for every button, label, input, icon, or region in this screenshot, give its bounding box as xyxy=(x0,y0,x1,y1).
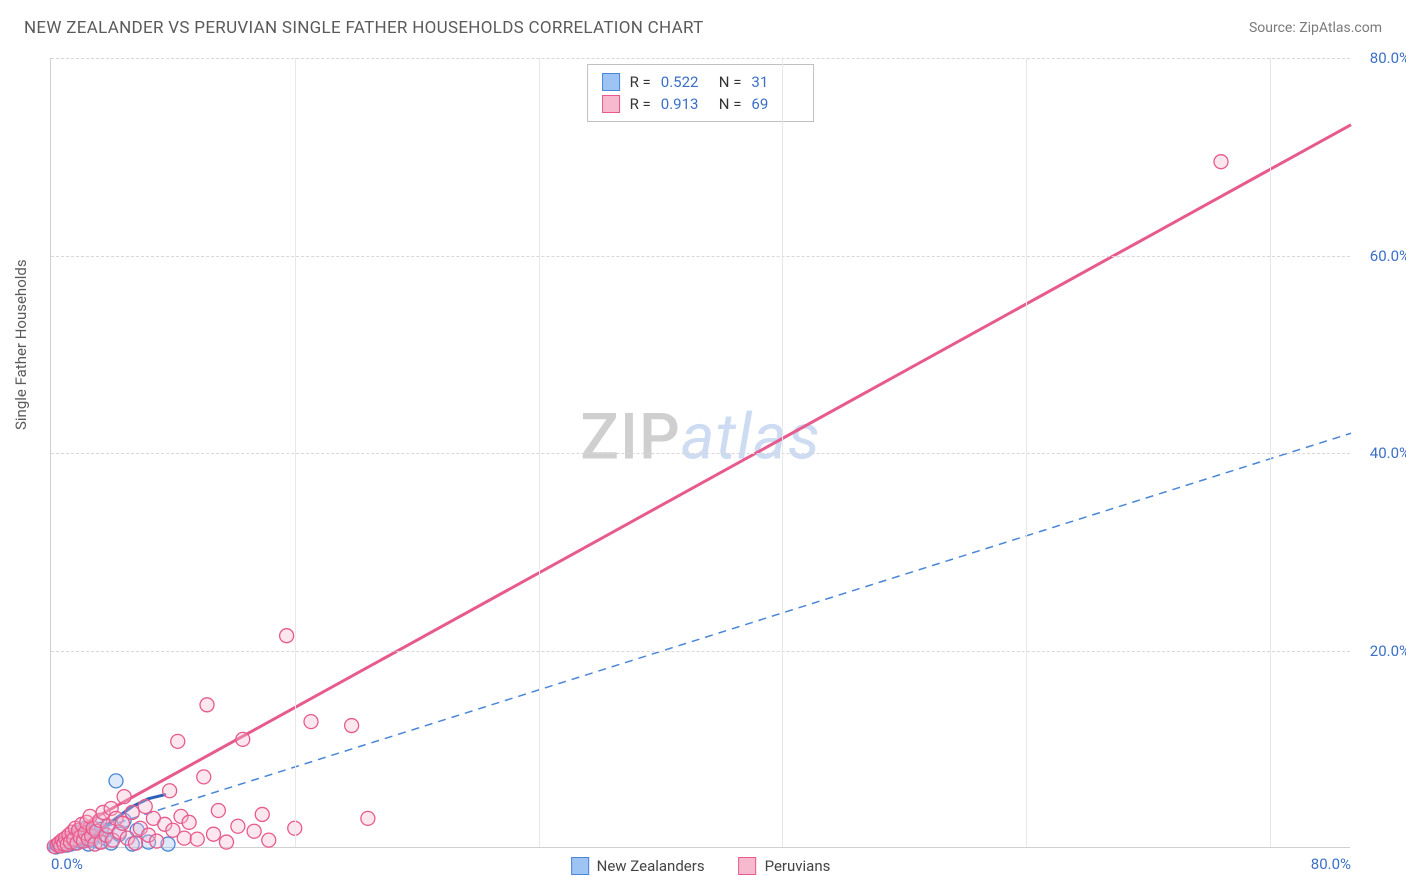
trend-line xyxy=(51,433,1351,844)
stats-row: R = 0.522 N = 31 xyxy=(602,71,800,93)
legend-bottom: New Zealanders Peruvians xyxy=(571,857,831,875)
stats-r-value: 0.522 xyxy=(661,73,709,91)
gridline-horizontal xyxy=(51,256,1350,257)
legend-label: New Zealanders xyxy=(597,857,705,875)
gridline-vertical xyxy=(539,58,540,847)
scatter-point xyxy=(163,784,177,798)
stats-row: R = 0.913 N = 69 xyxy=(602,93,800,115)
scatter-point xyxy=(262,833,276,847)
x-tick-label: 80.0% xyxy=(1311,855,1351,873)
y-tick-label: 40.0% xyxy=(1370,444,1406,462)
scatter-point xyxy=(236,732,250,746)
gridline-horizontal xyxy=(51,651,1350,652)
scatter-point xyxy=(177,831,191,845)
scatter-point xyxy=(304,715,318,729)
chart-title: NEW ZEALANDER VS PERUVIAN SINGLE FATHER … xyxy=(24,18,704,38)
y-axis-label: Single Father Households xyxy=(12,259,30,430)
scatter-point xyxy=(280,629,294,643)
legend-swatch xyxy=(571,857,589,875)
stats-r-value: 0.913 xyxy=(661,95,709,113)
stats-r-label: R = xyxy=(630,73,651,91)
scatter-point xyxy=(116,816,130,830)
legend-item: Peruvians xyxy=(739,857,831,875)
scatter-point xyxy=(361,811,375,825)
scatter-point xyxy=(138,800,152,814)
scatter-point xyxy=(207,827,221,841)
x-tick-label: 0.0% xyxy=(51,855,83,873)
y-tick-label: 80.0% xyxy=(1370,49,1406,67)
scatter-point xyxy=(109,774,123,788)
scatter-point xyxy=(345,719,359,733)
legend-label: Peruvians xyxy=(765,857,831,875)
gridline-horizontal xyxy=(51,58,1350,59)
chart-source: Source: ZipAtlas.com xyxy=(1249,20,1382,36)
scatter-point xyxy=(150,834,164,848)
y-tick-label: 60.0% xyxy=(1370,247,1406,265)
gridline-vertical xyxy=(1026,58,1027,847)
scatter-point xyxy=(125,805,139,819)
scatter-point xyxy=(231,819,245,833)
gridline-vertical xyxy=(295,58,296,847)
legend-item: New Zealanders xyxy=(571,857,705,875)
scatter-point xyxy=(117,790,131,804)
scatter-point xyxy=(200,698,214,712)
stats-r-label: R = xyxy=(630,95,651,113)
scatter-point xyxy=(255,807,269,821)
stats-n-label: N = xyxy=(719,95,742,113)
scatter-point xyxy=(190,832,204,846)
gridline-horizontal xyxy=(51,453,1350,454)
stats-n-label: N = xyxy=(719,73,742,91)
gridline-vertical xyxy=(1270,58,1271,847)
stats-n-value: 31 xyxy=(751,73,799,91)
gridline-vertical xyxy=(782,58,783,847)
chart-header: NEW ZEALANDER VS PERUVIAN SINGLE FATHER … xyxy=(0,0,1406,52)
scatter-point xyxy=(182,815,196,829)
legend-swatch xyxy=(739,857,757,875)
scatter-point xyxy=(171,734,185,748)
scatter-point xyxy=(247,824,261,838)
scatter-point xyxy=(211,803,225,817)
chart-plot-area: ZIPatlas R =0.522N =31R =0.913N =69 New … xyxy=(50,58,1350,848)
stats-n-value: 69 xyxy=(751,95,799,113)
y-tick-label: 20.0% xyxy=(1370,642,1406,660)
scatter-point xyxy=(197,770,211,784)
stats-swatch xyxy=(602,95,620,113)
scatter-point xyxy=(129,836,143,850)
stats-swatch xyxy=(602,73,620,91)
scatter-point xyxy=(1214,155,1228,169)
stats-legend-box: R = 0.522 N = 31 R = 0.913 N = 69 xyxy=(587,64,815,122)
scatter-point xyxy=(220,835,234,849)
